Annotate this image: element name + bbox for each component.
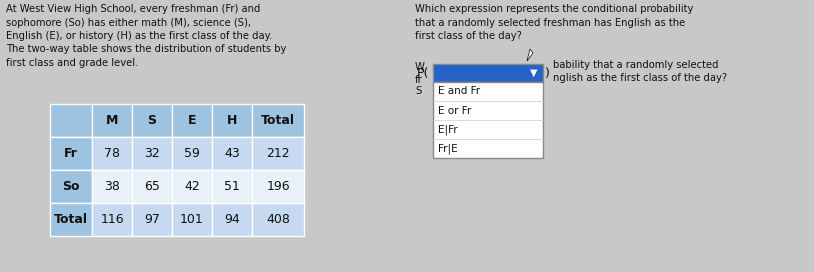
Text: 101: 101 (180, 213, 204, 226)
Text: Total: Total (54, 213, 88, 226)
Text: 97: 97 (144, 213, 160, 226)
FancyBboxPatch shape (132, 137, 172, 170)
FancyBboxPatch shape (172, 203, 212, 236)
Text: H: H (227, 114, 237, 127)
FancyBboxPatch shape (50, 203, 92, 236)
FancyBboxPatch shape (132, 170, 172, 203)
Text: 212: 212 (266, 147, 290, 160)
Text: S: S (415, 86, 422, 97)
Text: P(: P( (417, 66, 429, 79)
Text: E and Fr: E and Fr (438, 86, 480, 97)
Text: Which expression represents the conditional probability: Which expression represents the conditio… (415, 4, 694, 14)
Text: 116: 116 (100, 213, 124, 226)
Text: 196: 196 (266, 180, 290, 193)
Text: 94: 94 (224, 213, 240, 226)
FancyBboxPatch shape (172, 170, 212, 203)
FancyBboxPatch shape (433, 82, 543, 158)
Text: E: E (188, 114, 196, 127)
Text: Total: Total (261, 114, 295, 127)
FancyBboxPatch shape (212, 170, 252, 203)
Text: S: S (147, 114, 156, 127)
FancyBboxPatch shape (50, 104, 92, 137)
Text: Fr: Fr (64, 147, 78, 160)
Text: M: M (106, 114, 118, 127)
FancyBboxPatch shape (172, 104, 212, 137)
FancyBboxPatch shape (132, 203, 172, 236)
FancyBboxPatch shape (252, 137, 304, 170)
FancyBboxPatch shape (252, 203, 304, 236)
Text: 32: 32 (144, 147, 160, 160)
Text: first class and grade level.: first class and grade level. (6, 58, 138, 68)
Text: The two-way table shows the distribution of students by: The two-way table shows the distribution… (6, 45, 287, 54)
Text: 38: 38 (104, 180, 120, 193)
Text: nglish as the first class of the day?: nglish as the first class of the day? (553, 73, 727, 83)
Text: So: So (62, 180, 80, 193)
FancyBboxPatch shape (212, 137, 252, 170)
Text: 42: 42 (184, 180, 200, 193)
Text: first class of the day?: first class of the day? (415, 31, 522, 41)
Polygon shape (527, 49, 533, 61)
Text: At West View High School, every freshman (Fr) and: At West View High School, every freshman… (6, 4, 260, 14)
Text: 408: 408 (266, 213, 290, 226)
Text: E or Fr: E or Fr (438, 106, 471, 116)
Text: 59: 59 (184, 147, 200, 160)
FancyBboxPatch shape (92, 170, 132, 203)
Text: ▼: ▼ (530, 68, 538, 78)
FancyBboxPatch shape (433, 64, 543, 82)
FancyBboxPatch shape (92, 104, 132, 137)
Text: sophomore (So) has either math (M), science (S),: sophomore (So) has either math (M), scie… (6, 17, 251, 27)
Text: English (E), or history (H) as the first class of the day.: English (E), or history (H) as the first… (6, 31, 273, 41)
FancyBboxPatch shape (50, 170, 92, 203)
FancyBboxPatch shape (212, 203, 252, 236)
FancyBboxPatch shape (132, 104, 172, 137)
FancyBboxPatch shape (50, 137, 92, 170)
FancyBboxPatch shape (252, 170, 304, 203)
Text: 51: 51 (224, 180, 240, 193)
FancyBboxPatch shape (172, 137, 212, 170)
Text: 43: 43 (224, 147, 240, 160)
Text: ): ) (545, 66, 550, 79)
Text: Fr|E: Fr|E (438, 143, 457, 154)
Text: that a randomly selected freshman has English as the: that a randomly selected freshman has En… (415, 17, 685, 27)
FancyBboxPatch shape (92, 203, 132, 236)
Text: 65: 65 (144, 180, 160, 193)
FancyBboxPatch shape (252, 104, 304, 137)
Text: 78: 78 (104, 147, 120, 160)
Text: E|Fr: E|Fr (438, 124, 457, 135)
FancyBboxPatch shape (92, 137, 132, 170)
Text: W: W (415, 62, 425, 72)
FancyBboxPatch shape (212, 104, 252, 137)
Text: bability that a randomly selected: bability that a randomly selected (553, 60, 719, 70)
Text: fr: fr (415, 75, 422, 85)
